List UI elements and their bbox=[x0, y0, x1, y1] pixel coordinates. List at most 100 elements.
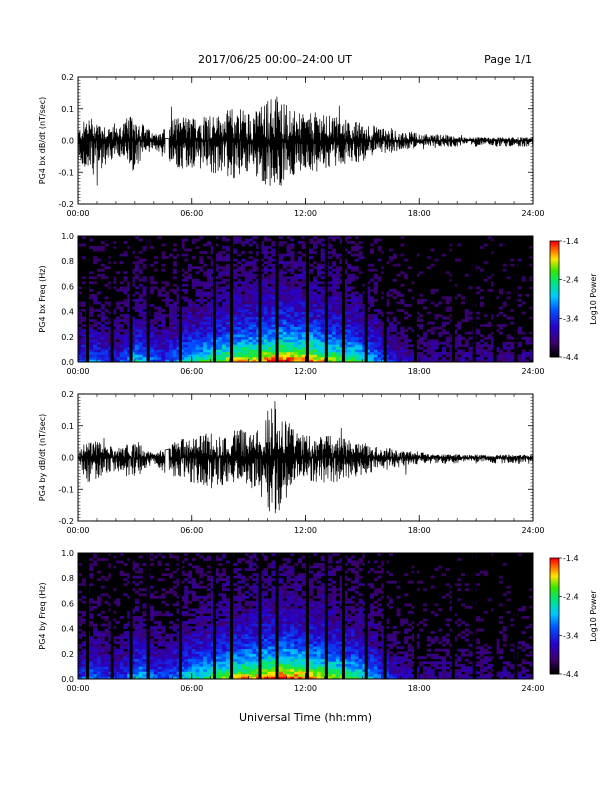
spectrogram-cell bbox=[248, 331, 253, 335]
spectrogram-cell bbox=[206, 319, 212, 322]
spectrogram-cell bbox=[358, 301, 363, 305]
spectrogram-cell bbox=[256, 291, 261, 295]
spectrogram-cell bbox=[366, 309, 371, 312]
spectrogram-cell bbox=[104, 283, 109, 287]
spectrogram-cell bbox=[434, 316, 439, 320]
spectrogram-cell bbox=[93, 553, 98, 556]
spectrogram-cell bbox=[131, 276, 136, 280]
spectrogram-cell bbox=[222, 346, 227, 350]
spectrogram-cell bbox=[165, 661, 170, 665]
spectrogram-cell bbox=[282, 326, 287, 330]
spectrogram-cell bbox=[377, 321, 382, 325]
spectrogram-cell bbox=[184, 668, 189, 672]
spectrogram-cell bbox=[252, 359, 257, 363]
spectrogram-cell bbox=[187, 671, 193, 675]
spectrogram-cell bbox=[131, 653, 136, 657]
spectrogram-cell bbox=[81, 673, 86, 677]
spectrogram-cell bbox=[206, 628, 212, 632]
spectrogram-cell bbox=[210, 336, 215, 340]
spectrogram-cell bbox=[260, 286, 265, 290]
spectrogram-cell bbox=[328, 341, 333, 345]
spectrogram-cell bbox=[176, 583, 181, 587]
spectrogram-cell bbox=[165, 326, 170, 330]
spectrogram-cell bbox=[119, 281, 124, 285]
spectrogram-cell bbox=[286, 293, 291, 297]
spectrogram-cell bbox=[343, 346, 348, 350]
spectrogram-cell bbox=[100, 648, 105, 652]
spectrogram-cell bbox=[157, 344, 162, 348]
spectrogram-cell bbox=[282, 324, 287, 328]
spectrogram-cell bbox=[176, 578, 181, 582]
spectrogram-cell bbox=[339, 324, 344, 328]
spectrogram-cell bbox=[260, 293, 265, 297]
colorbar-segment bbox=[550, 306, 559, 310]
spectrogram-cell bbox=[165, 673, 170, 677]
spectrogram-cell bbox=[358, 256, 363, 259]
spectrogram-cell bbox=[206, 273, 212, 277]
spectrogram-cell bbox=[286, 356, 291, 360]
spectrogram-cell bbox=[290, 243, 295, 247]
spectrogram-cell bbox=[191, 656, 196, 660]
spectrogram-cell bbox=[495, 356, 500, 360]
spectrogram-cell bbox=[320, 331, 325, 335]
spectrogram-cell bbox=[442, 341, 447, 345]
spectrogram-cell bbox=[203, 643, 208, 647]
spectrogram-cell bbox=[468, 354, 473, 358]
spectrogram-cell bbox=[241, 241, 246, 244]
spectrogram-cell bbox=[362, 356, 367, 360]
spectrogram-cell bbox=[354, 268, 359, 272]
spectrogram-cell bbox=[301, 273, 306, 277]
spectrogram-cell bbox=[404, 346, 409, 350]
spectrogram-cell bbox=[320, 309, 325, 312]
spectrogram-cell bbox=[81, 324, 86, 328]
spectrogram-cell bbox=[301, 278, 306, 282]
spectrogram-cell bbox=[252, 344, 257, 348]
spectrogram-cell bbox=[381, 266, 386, 270]
spectrogram-cell bbox=[134, 646, 139, 650]
spectrogram-cell bbox=[381, 339, 386, 343]
spectrogram-cell bbox=[108, 671, 113, 675]
spectrogram-cell bbox=[388, 326, 394, 330]
spectrogram-cell bbox=[115, 648, 121, 652]
spectrogram-cell bbox=[214, 304, 219, 307]
spectrogram-cell bbox=[134, 658, 139, 662]
spectrogram-cell bbox=[206, 595, 212, 599]
spectrogram-cell bbox=[388, 341, 394, 345]
spectrogram-cell bbox=[237, 268, 242, 272]
spectrogram-cell bbox=[81, 668, 86, 672]
y-tick-label: 1.0 bbox=[61, 232, 74, 241]
spectrogram-cell bbox=[100, 575, 105, 579]
data-gap-stripe bbox=[213, 236, 216, 362]
spectrogram-cell bbox=[176, 288, 181, 292]
spectrogram-cell bbox=[392, 329, 397, 333]
spectrogram-cell bbox=[373, 281, 378, 285]
spectrogram-cell bbox=[256, 351, 261, 355]
spectrogram-cell bbox=[134, 583, 139, 587]
spectrogram-cell bbox=[157, 626, 162, 629]
spectrogram-cell bbox=[150, 676, 155, 680]
spectrogram-cell bbox=[108, 631, 113, 634]
spectrogram-cell bbox=[438, 331, 443, 335]
spectrogram-cell bbox=[241, 263, 246, 267]
spectrogram-cell bbox=[222, 288, 227, 292]
spectrogram-cell bbox=[479, 351, 485, 355]
spectrogram-cell bbox=[150, 648, 155, 652]
spectrogram-cell bbox=[184, 278, 189, 282]
spectrogram-cell bbox=[187, 268, 193, 272]
spectrogram-cell bbox=[373, 324, 378, 328]
spectrogram-cell bbox=[271, 243, 276, 247]
spectrogram-cell bbox=[366, 288, 371, 292]
spectrogram-cell bbox=[169, 676, 174, 680]
spectrogram-cell bbox=[400, 344, 405, 348]
spectrogram-cell bbox=[260, 359, 265, 363]
spectrogram-cell bbox=[161, 676, 166, 680]
spectrogram-cell bbox=[138, 356, 143, 360]
spectrogram-cell bbox=[134, 565, 139, 569]
spectrogram-cell bbox=[487, 359, 492, 363]
spectrogram-cell bbox=[81, 618, 86, 622]
spectrogram-cell bbox=[108, 638, 113, 642]
spectrogram-cell bbox=[351, 326, 356, 330]
spectrogram-cell bbox=[510, 316, 515, 320]
spectrogram-cell bbox=[271, 331, 276, 335]
spectrogram-cell bbox=[286, 263, 291, 267]
